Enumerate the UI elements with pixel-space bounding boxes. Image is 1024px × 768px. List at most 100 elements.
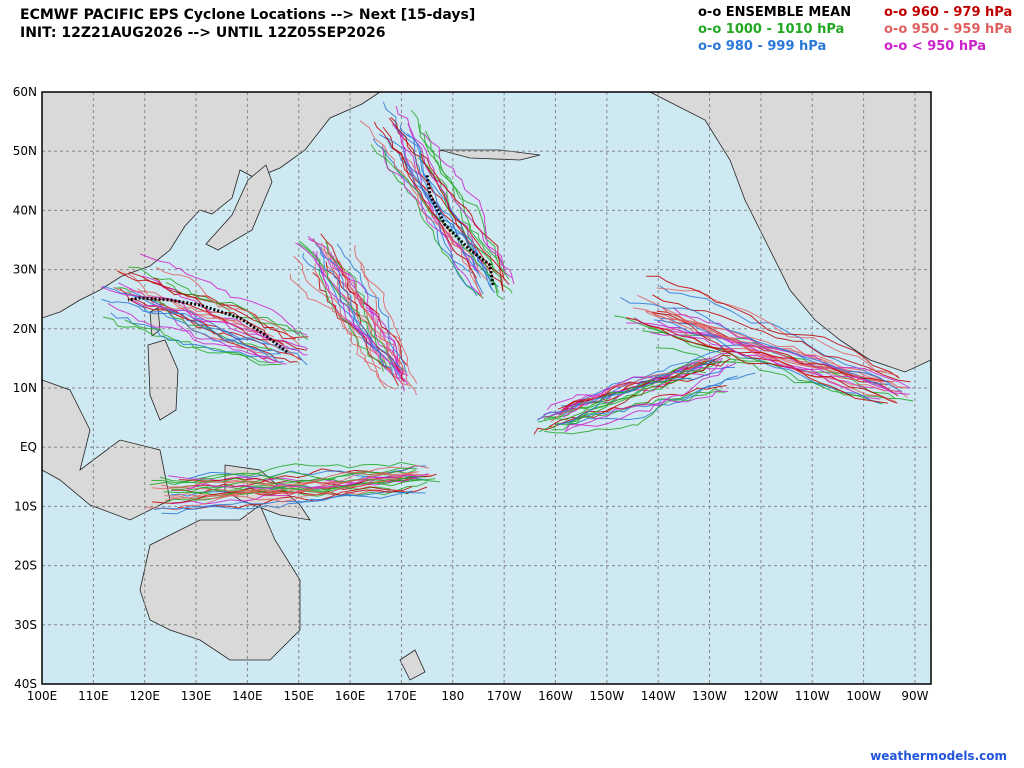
x-tick-label: 130E (181, 689, 212, 703)
track (159, 303, 298, 363)
track (565, 390, 729, 431)
x-tick-label: 100W (846, 689, 881, 703)
x-tick-label: 160W (538, 689, 573, 703)
legend-entry: o-o ENSEMBLE MEAN (698, 5, 851, 20)
track (102, 316, 271, 364)
track (170, 473, 416, 503)
track (551, 391, 726, 431)
mean-track (127, 296, 288, 354)
track (373, 121, 478, 279)
track (101, 298, 282, 355)
title: ECMWF PACIFIC EPS Cyclone Locations --> … (20, 7, 475, 23)
track (564, 363, 729, 433)
x-tick-label: 140W (641, 689, 676, 703)
track (655, 347, 914, 402)
track (423, 132, 512, 278)
track (382, 101, 479, 273)
legend-entry: o-o 980 - 999 hPa (698, 39, 826, 54)
track (153, 490, 412, 511)
y-tick-label: 10S (14, 499, 37, 513)
track (332, 255, 405, 392)
track (165, 281, 309, 341)
track (411, 110, 505, 273)
x-tick-label: 160E (335, 689, 366, 703)
track (188, 465, 427, 480)
y-tick-label: 60N (13, 85, 37, 99)
track (312, 250, 409, 376)
legend-entry: o-o 950 - 959 hPa (884, 22, 1012, 37)
track (326, 241, 395, 368)
track (538, 377, 692, 433)
track (407, 123, 515, 285)
track (168, 485, 409, 495)
graticule: 100E 110E 120E 130E 140E 150E 160E 170E 180 170W 1… (13, 85, 931, 703)
track (161, 471, 432, 488)
track (293, 255, 400, 380)
track (390, 117, 504, 292)
track (320, 264, 411, 386)
track (626, 317, 888, 404)
y-tick-label: 30S (14, 618, 37, 632)
x-tick-label: 180 (441, 689, 464, 703)
track (336, 243, 407, 374)
y-tick-label: 30N (13, 263, 37, 277)
track (124, 319, 282, 366)
track (155, 266, 300, 345)
storm-tracks (100, 101, 914, 515)
track (654, 314, 908, 398)
track (170, 476, 421, 505)
track (312, 238, 403, 371)
map-frame (41, 91, 932, 685)
track (140, 253, 308, 336)
x-tick-label: 110W (795, 689, 830, 703)
track (132, 300, 308, 356)
x-tick-label: 90W (901, 689, 928, 703)
track (635, 317, 886, 392)
x-tick-label: 130W (692, 689, 727, 703)
y-tick-label: 40S (14, 677, 37, 691)
track (100, 286, 271, 340)
track (318, 247, 393, 377)
track (661, 328, 898, 404)
track (646, 275, 900, 379)
x-tick-label: 140E (232, 689, 263, 703)
y-tick-label: 20S (14, 559, 37, 573)
track (372, 138, 484, 295)
track (107, 302, 287, 365)
track (152, 486, 413, 504)
track (136, 303, 308, 366)
x-tick-label: 150W (589, 689, 624, 703)
track (558, 372, 756, 426)
subtitle: INIT: 12Z21AUG2026 --> UNTIL 12Z05SEP202… (20, 25, 385, 41)
track (295, 242, 394, 375)
x-tick-label: 120E (129, 689, 160, 703)
track (314, 263, 382, 370)
track (536, 360, 715, 421)
track (543, 352, 730, 416)
track (544, 388, 722, 435)
x-tick-label: 110E (78, 689, 109, 703)
x-tick-label: 150E (284, 689, 315, 703)
track (388, 117, 505, 280)
track (402, 156, 493, 291)
track (537, 370, 706, 423)
track (662, 307, 907, 389)
legend-entry: o-o < 950 hPa (884, 39, 986, 54)
track (380, 146, 484, 299)
track (360, 261, 417, 396)
track (110, 312, 284, 363)
mean-track (425, 174, 495, 286)
x-tick-label: 120W (744, 689, 779, 703)
track (560, 343, 742, 407)
track (425, 130, 499, 273)
x-tick-label: 170W (487, 689, 522, 703)
y-tick-label: 40N (13, 203, 37, 217)
track (419, 123, 510, 280)
track (652, 312, 889, 383)
track (550, 358, 712, 422)
site-credit: weathermodels.com (870, 749, 1007, 763)
track (659, 315, 896, 383)
track (406, 133, 496, 294)
track (569, 366, 736, 423)
